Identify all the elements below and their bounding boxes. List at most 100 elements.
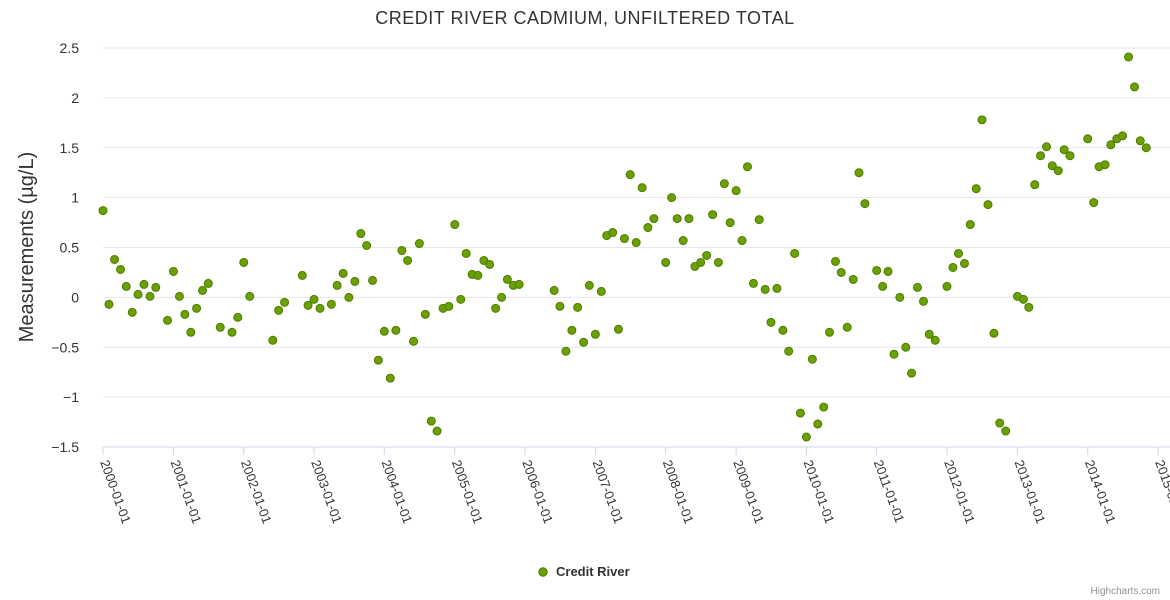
- data-point[interactable]: [116, 264, 126, 274]
- data-point[interactable]: [754, 215, 764, 225]
- data-point[interactable]: [573, 302, 583, 312]
- data-point[interactable]: [1083, 134, 1093, 144]
- data-point[interactable]: [708, 210, 718, 220]
- data-point[interactable]: [813, 419, 823, 429]
- data-point[interactable]: [854, 168, 864, 178]
- data-point[interactable]: [473, 270, 483, 280]
- data-point[interactable]: [1036, 151, 1046, 161]
- data-point[interactable]: [742, 162, 752, 172]
- data-point[interactable]: [584, 280, 594, 290]
- data-point[interactable]: [1059, 145, 1069, 155]
- data-point[interactable]: [1047, 161, 1057, 171]
- data-point[interactable]: [239, 257, 249, 267]
- data-point[interactable]: [397, 245, 407, 255]
- data-point[interactable]: [198, 285, 208, 295]
- data-point[interactable]: [297, 270, 307, 280]
- data-point[interactable]: [326, 299, 336, 309]
- data-point[interactable]: [338, 268, 348, 278]
- data-point[interactable]: [98, 206, 108, 216]
- data-point[interactable]: [356, 229, 366, 239]
- data-point[interactable]: [203, 278, 213, 288]
- data-point[interactable]: [303, 300, 313, 310]
- data-point[interactable]: [1018, 294, 1028, 304]
- data-point[interactable]: [1053, 166, 1063, 176]
- data-point[interactable]: [971, 184, 981, 194]
- data-point[interactable]: [1100, 160, 1110, 170]
- legend-label-credit-river[interactable]: Credit River: [556, 564, 630, 579]
- data-point[interactable]: [567, 325, 577, 335]
- data-point[interactable]: [959, 258, 969, 268]
- data-point[interactable]: [713, 257, 723, 267]
- data-point[interactable]: [719, 179, 729, 189]
- data-point[interactable]: [163, 315, 173, 325]
- data-point[interactable]: [637, 183, 647, 193]
- data-point[interactable]: [918, 296, 928, 306]
- data-point[interactable]: [1135, 136, 1145, 146]
- data-point[interactable]: [549, 285, 559, 295]
- data-point[interactable]: [737, 236, 747, 246]
- data-point[interactable]: [332, 280, 342, 290]
- data-point[interactable]: [596, 286, 606, 296]
- credits-link[interactable]: Highcharts.com: [1091, 586, 1160, 597]
- data-point[interactable]: [502, 274, 512, 284]
- data-point[interactable]: [315, 303, 325, 313]
- data-point[interactable]: [784, 346, 794, 356]
- data-point[interactable]: [625, 170, 635, 180]
- data-point[interactable]: [590, 329, 600, 339]
- data-point[interactable]: [420, 309, 430, 319]
- data-point[interactable]: [678, 236, 688, 246]
- data-point[interactable]: [379, 326, 389, 336]
- data-point[interactable]: [514, 279, 524, 289]
- data-point[interactable]: [426, 416, 436, 426]
- data-point[interactable]: [186, 327, 196, 337]
- data-point[interactable]: [836, 267, 846, 277]
- data-point[interactable]: [385, 373, 395, 383]
- data-point[interactable]: [1141, 143, 1151, 153]
- data-point[interactable]: [1130, 82, 1140, 92]
- data-point[interactable]: [631, 238, 641, 248]
- data-point[interactable]: [1024, 302, 1034, 312]
- data-point[interactable]: [127, 307, 137, 317]
- data-point[interactable]: [151, 282, 161, 292]
- data-point[interactable]: [948, 262, 958, 272]
- data-point[interactable]: [391, 325, 401, 335]
- data-point[interactable]: [168, 266, 178, 276]
- data-point[interactable]: [778, 325, 788, 335]
- data-point[interactable]: [748, 278, 758, 288]
- data-point[interactable]: [954, 248, 964, 258]
- data-point[interactable]: [613, 324, 623, 334]
- data-point[interactable]: [485, 259, 495, 269]
- data-point[interactable]: [830, 256, 840, 266]
- data-point[interactable]: [450, 220, 460, 230]
- data-point[interactable]: [350, 276, 360, 286]
- data-point[interactable]: [965, 220, 975, 230]
- data-point[interactable]: [1118, 131, 1128, 141]
- data-point[interactable]: [268, 335, 278, 345]
- data-point[interactable]: [731, 186, 741, 196]
- data-point[interactable]: [245, 291, 255, 301]
- data-point[interactable]: [192, 303, 202, 313]
- data-point[interactable]: [444, 301, 454, 311]
- data-point[interactable]: [989, 328, 999, 338]
- data-point[interactable]: [1001, 426, 1011, 436]
- data-point[interactable]: [983, 200, 993, 210]
- data-point[interactable]: [1089, 198, 1099, 208]
- data-point[interactable]: [860, 199, 870, 209]
- data-point[interactable]: [608, 228, 618, 238]
- data-point[interactable]: [913, 282, 923, 292]
- data-point[interactable]: [883, 266, 893, 276]
- data-point[interactable]: [1042, 142, 1052, 152]
- data-point[interactable]: [145, 291, 155, 301]
- data-point[interactable]: [1106, 140, 1116, 150]
- data-point[interactable]: [561, 346, 571, 356]
- data-point[interactable]: [942, 281, 952, 291]
- data-point[interactable]: [872, 265, 882, 275]
- data-point[interactable]: [215, 322, 225, 332]
- data-point[interactable]: [702, 250, 712, 260]
- data-point[interactable]: [760, 284, 770, 294]
- data-point[interactable]: [233, 312, 243, 322]
- data-point[interactable]: [649, 214, 659, 224]
- data-point[interactable]: [555, 301, 565, 311]
- data-point[interactable]: [790, 248, 800, 258]
- data-point[interactable]: [696, 257, 706, 267]
